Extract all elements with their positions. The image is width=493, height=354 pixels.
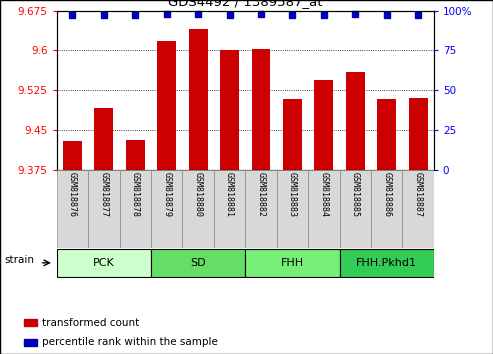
Bar [277,170,308,248]
Text: GSM818884: GSM818884 [319,172,328,217]
Bar [371,170,402,248]
Text: GSM818877: GSM818877 [99,172,108,217]
Bar [94,108,113,170]
Text: GSM818885: GSM818885 [351,172,360,217]
Bar [340,170,371,248]
Bar [57,249,151,277]
Text: transformed count: transformed count [42,318,140,328]
Bar [57,170,88,248]
Bar [409,98,427,170]
Bar [182,170,214,248]
Text: GSM818883: GSM818883 [288,172,297,217]
Bar [88,170,119,248]
Text: GSM818880: GSM818880 [194,172,203,217]
Title: GDS4492 / 1389587_at: GDS4492 / 1389587_at [168,0,322,8]
Bar [151,249,245,277]
Text: GSM818881: GSM818881 [225,172,234,217]
Bar [340,249,434,277]
Bar [24,339,37,346]
Text: GSM818887: GSM818887 [414,172,423,217]
Bar [157,41,176,170]
Bar [63,141,82,170]
Text: PCK: PCK [93,258,115,268]
Bar [346,72,365,170]
Bar [24,319,37,326]
Bar [151,170,182,248]
Bar [308,170,340,248]
Bar [377,99,396,170]
Text: percentile rank within the sample: percentile rank within the sample [42,337,218,347]
Bar [283,99,302,170]
Text: SD: SD [190,258,206,268]
Text: GSM818879: GSM818879 [162,172,171,217]
Text: GSM818878: GSM818878 [131,172,140,217]
Bar [189,29,208,170]
Bar [220,50,239,170]
Bar [245,170,277,248]
Text: GSM818876: GSM818876 [68,172,77,217]
Bar [251,49,270,170]
Text: FHH.Pkhd1: FHH.Pkhd1 [356,258,417,268]
Bar [402,170,434,248]
Bar [245,249,340,277]
Bar [119,170,151,248]
Text: strain: strain [4,256,35,266]
Text: GSM818886: GSM818886 [382,172,391,217]
Text: FHH: FHH [281,258,304,268]
Bar [126,139,145,170]
Text: GSM818882: GSM818882 [256,172,266,217]
Bar [315,80,333,170]
Bar [214,170,246,248]
